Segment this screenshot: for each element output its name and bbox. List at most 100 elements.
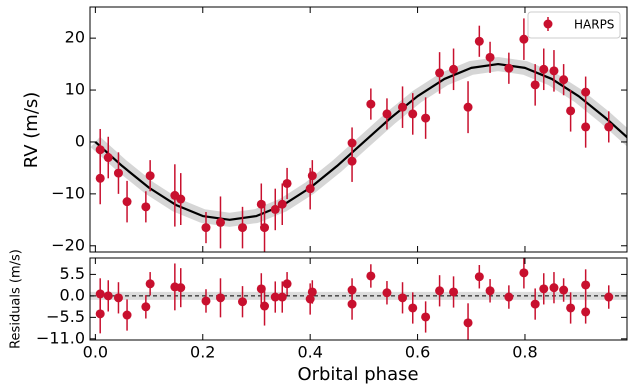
data-point (435, 286, 445, 296)
data-point (282, 178, 292, 188)
data-point (581, 307, 591, 317)
data-point (215, 217, 225, 227)
data-point (559, 75, 569, 85)
y-tick-label: 20 (65, 28, 85, 47)
data-point (282, 279, 292, 289)
data-point (366, 271, 376, 281)
data-point (238, 297, 248, 307)
data-point (581, 87, 591, 97)
data-point (421, 312, 431, 322)
data-point (604, 122, 614, 132)
data-point (270, 204, 280, 214)
plot-area (90, 18, 627, 252)
data-point (539, 284, 549, 294)
y-axis-label: Residuals (m/s) (9, 249, 24, 349)
plot-frame (89, 257, 628, 341)
data-point (530, 80, 540, 90)
data-point (504, 63, 514, 73)
data-point (256, 284, 266, 294)
data-point (549, 283, 559, 293)
data-point (260, 301, 270, 311)
data-point (485, 52, 495, 62)
data-point (408, 303, 418, 313)
data-point (305, 184, 315, 194)
x-tick-label: 0.8 (512, 343, 537, 362)
data-point (238, 223, 248, 233)
legend-marker (543, 19, 553, 29)
data-point (474, 36, 484, 46)
data-point (449, 64, 459, 74)
data-point (549, 66, 559, 76)
data-point (122, 197, 132, 207)
data-point (504, 292, 514, 302)
x-axis-label: Orbital phase (297, 364, 418, 385)
data-point (95, 145, 105, 155)
data-point (95, 289, 105, 299)
data-point (398, 293, 408, 303)
data-point (307, 171, 317, 181)
data-point (408, 109, 418, 119)
data-point (347, 156, 357, 166)
data-point (201, 296, 211, 306)
data-point (176, 283, 186, 293)
x-tick-label: 0.6 (405, 343, 430, 362)
x-tick-label: 0.4 (297, 343, 322, 362)
legend-label: HARPS (574, 18, 614, 32)
y-tick-label: −10 (51, 183, 85, 202)
y-axis-label: RV (m/s) (21, 92, 42, 169)
data-point (103, 153, 113, 163)
data-point (463, 102, 473, 112)
y-tick-label: 0 (75, 131, 85, 150)
data-point (559, 285, 569, 295)
x-tick-label: 0.2 (190, 343, 215, 362)
data-point (398, 102, 408, 112)
data-point (604, 292, 614, 302)
data-point (145, 171, 155, 181)
data-point (366, 99, 376, 109)
data-point (581, 122, 591, 132)
data-point (256, 199, 266, 209)
data-point (122, 310, 132, 320)
plot-frame (89, 6, 628, 253)
data-point (566, 303, 576, 313)
data-point (103, 291, 113, 301)
y-tick-label: −5.5 (46, 307, 85, 326)
data-point (277, 199, 287, 209)
data-point (95, 173, 105, 183)
data-point (566, 106, 576, 116)
data-point (435, 68, 445, 78)
data-point (382, 109, 392, 119)
y-tick-label: 10 (65, 80, 85, 99)
data-point (260, 223, 270, 233)
data-point (474, 272, 484, 282)
data-point (113, 168, 123, 178)
data-point (347, 299, 357, 309)
data-point (176, 194, 186, 204)
data-point (485, 286, 495, 296)
data-point (581, 280, 591, 290)
model-line (94, 62, 627, 221)
x-tick-label: 0.0 (83, 343, 108, 362)
data-point (270, 292, 280, 302)
data-point (307, 287, 317, 297)
data-point (519, 34, 529, 44)
data-point (277, 292, 287, 302)
data-point (421, 113, 431, 123)
legend-box (527, 11, 621, 39)
plot-area (90, 258, 627, 340)
data-point (141, 302, 151, 312)
data-point (201, 223, 211, 233)
data-point (141, 202, 151, 212)
y-tick-label: −11.0 (36, 328, 85, 347)
data-point (463, 318, 473, 328)
data-point (215, 293, 225, 303)
data-point (95, 309, 105, 319)
data-point (530, 299, 540, 309)
data-point (519, 268, 529, 278)
data-point (539, 64, 549, 74)
y-tick-label: 5.5 (60, 264, 85, 283)
data-point (113, 293, 123, 303)
data-point (145, 279, 155, 289)
y-tick-label: −20 (51, 235, 85, 254)
